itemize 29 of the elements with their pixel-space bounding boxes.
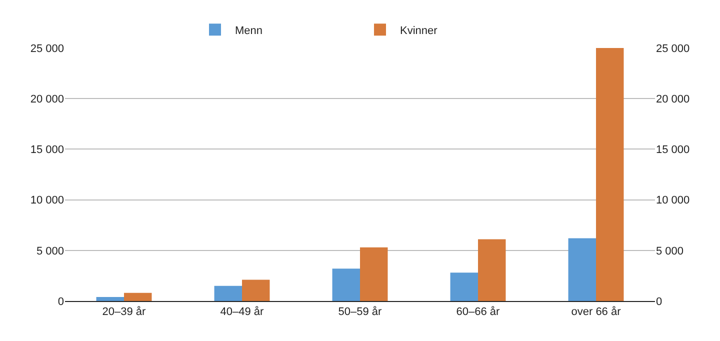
bar [96,296,124,301]
x-tick-label: 20–39 år [102,306,146,318]
bar [568,238,596,301]
bar [242,280,270,301]
bar [450,272,478,301]
bar [332,268,360,301]
y-tick-label: 25 000 [30,42,64,55]
bar [124,292,152,301]
y-tick-label: 5 000 [36,245,64,258]
y2-tick-label: 0 [656,296,662,308]
y2-tick-label: 20 000 [656,93,690,106]
bar [214,286,242,301]
x-tick-label: 40–49 år [220,306,264,318]
y2-tick-label: 25 000 [656,42,690,55]
y-tick-label: 10 000 [30,194,64,207]
x-tick-label: over 66 år [571,306,622,318]
y2-tick-label: 15 000 [656,144,690,156]
bar [360,247,388,301]
y2-tick-label: 10 000 [656,194,690,207]
y2-tick-label: 5 000 [656,245,684,258]
y-tick-label: 0 [58,296,64,308]
bar [596,48,624,301]
bar [478,239,506,301]
legend-label: Menn [235,24,263,37]
legend-label: Kvinner [400,24,438,37]
x-tick-label: 60–66 år [456,306,500,318]
y-tick-label: 15 000 [30,144,64,156]
x-tick-label: 50–59 år [338,306,382,318]
y-tick-label: 20 000 [30,93,64,106]
